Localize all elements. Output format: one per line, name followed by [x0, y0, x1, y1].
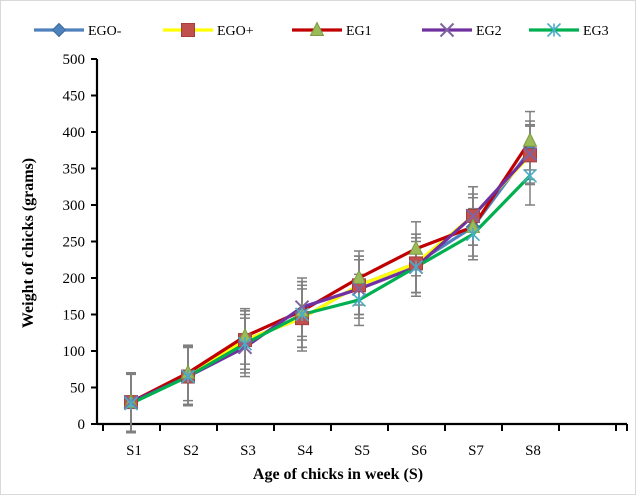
legend-marker [182, 24, 195, 37]
data-point [524, 169, 537, 182]
y-tick-label: 0 [78, 417, 86, 433]
x-tick-label: S7 [468, 443, 484, 459]
x-tick-label: S5 [354, 443, 370, 459]
legend-label: EG1 [346, 24, 372, 39]
legend-item: EG3 [529, 24, 609, 40]
legend-label: EGO+ [217, 24, 254, 39]
legend: EGO- EGO+ EG1 EG2 EG3 [34, 23, 609, 40]
error-bars [126, 112, 535, 433]
x-tick-label: S4 [297, 443, 313, 459]
series-line-EG2 [131, 154, 530, 402]
y-tick-label: 150 [63, 308, 86, 324]
legend-label: EG3 [583, 24, 609, 39]
x-tick-label: S3 [240, 443, 256, 459]
legend-marker [53, 24, 66, 37]
legend-label: EGO- [88, 24, 122, 39]
x-tick-label: S8 [525, 443, 541, 459]
y-tick-label: 250 [63, 235, 86, 251]
series-markers [125, 133, 537, 410]
data-point [467, 228, 480, 241]
data-point [524, 149, 537, 162]
legend-item: EGO+ [163, 24, 254, 40]
x-tick-label: S1 [126, 443, 142, 459]
axes [91, 59, 627, 431]
x-tick-label: S6 [411, 443, 427, 459]
legend-item: EG1 [292, 23, 372, 40]
y-axis-title: Weight of chicks (grams) [20, 158, 37, 328]
series-line-EGO- [131, 150, 530, 402]
y-tick-label: 350 [63, 162, 86, 178]
legend-item: EGO- [34, 24, 122, 40]
series-lines [131, 141, 530, 404]
data-point [524, 133, 537, 146]
x-tick-label: S2 [183, 443, 199, 459]
y-tick-label: 300 [63, 198, 86, 214]
y-tick-label: 200 [63, 271, 86, 287]
y-tick-label: 50 [70, 381, 85, 397]
series-line-EG1 [131, 141, 530, 402]
y-tick-label: 500 [63, 52, 86, 68]
y-tick-label: 400 [63, 125, 86, 141]
y-tick-label: 100 [63, 344, 86, 360]
series-line-EGO+ [131, 155, 530, 402]
y-tick-label: 450 [63, 89, 86, 105]
legend-item: EG2 [422, 24, 502, 40]
x-axis-title: Age of chicks in week (S) [253, 466, 423, 483]
legend-label: EG2 [476, 24, 502, 39]
